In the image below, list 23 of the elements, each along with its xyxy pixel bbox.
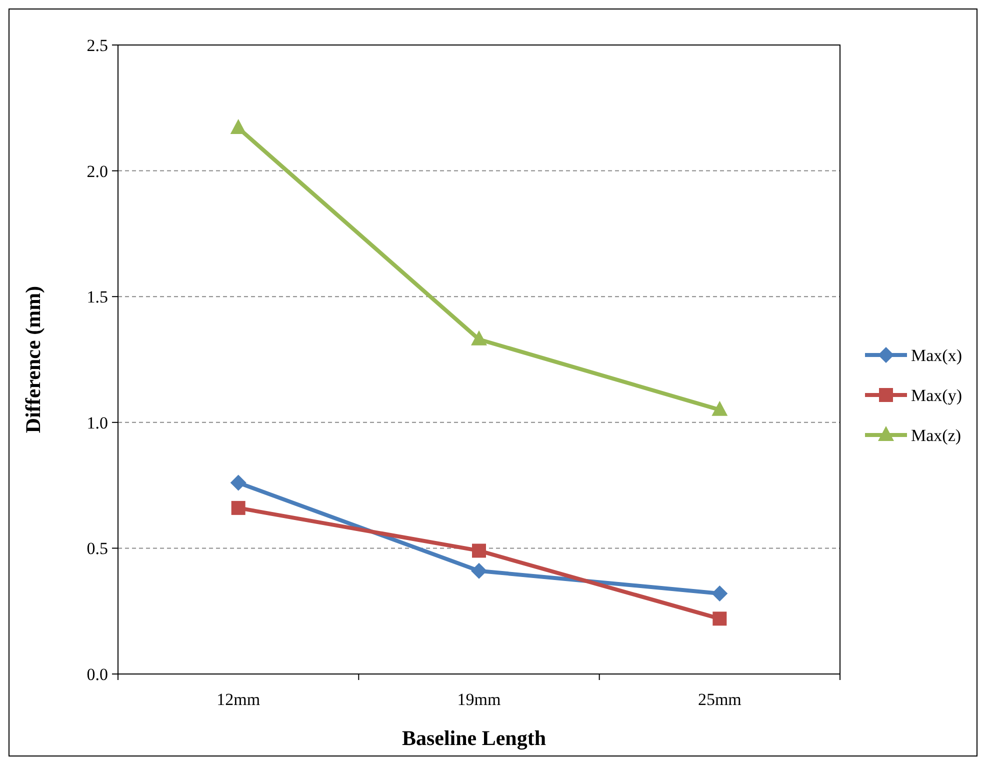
y-tick-label: 0.0 — [86, 664, 108, 684]
x-tick-label: 19mm — [457, 690, 501, 709]
point — [712, 400, 728, 416]
point — [471, 330, 487, 346]
y-tick-label: 0.5 — [86, 539, 108, 558]
y-tick-label: 1.5 — [86, 288, 108, 307]
point — [471, 562, 487, 579]
x-axis-title: Baseline Length — [402, 726, 546, 750]
y-tick-label: 2.5 — [86, 36, 108, 55]
x-tick-label: 12mm — [216, 690, 260, 709]
y-tick-label: 2.0 — [86, 162, 108, 181]
y-tick-label: 1.0 — [86, 413, 108, 432]
point — [472, 544, 486, 558]
point — [230, 119, 246, 134]
legend-label: Max(z) — [911, 426, 962, 445]
legend-label: Max(y) — [911, 386, 962, 405]
x-tick-label: 25mm — [698, 690, 742, 709]
point — [230, 474, 246, 491]
y-axis-title: Difference (mm) — [21, 286, 45, 434]
point — [231, 500, 246, 515]
point — [712, 612, 727, 626]
legend-label: Max(x) — [911, 346, 962, 365]
point — [712, 585, 728, 602]
